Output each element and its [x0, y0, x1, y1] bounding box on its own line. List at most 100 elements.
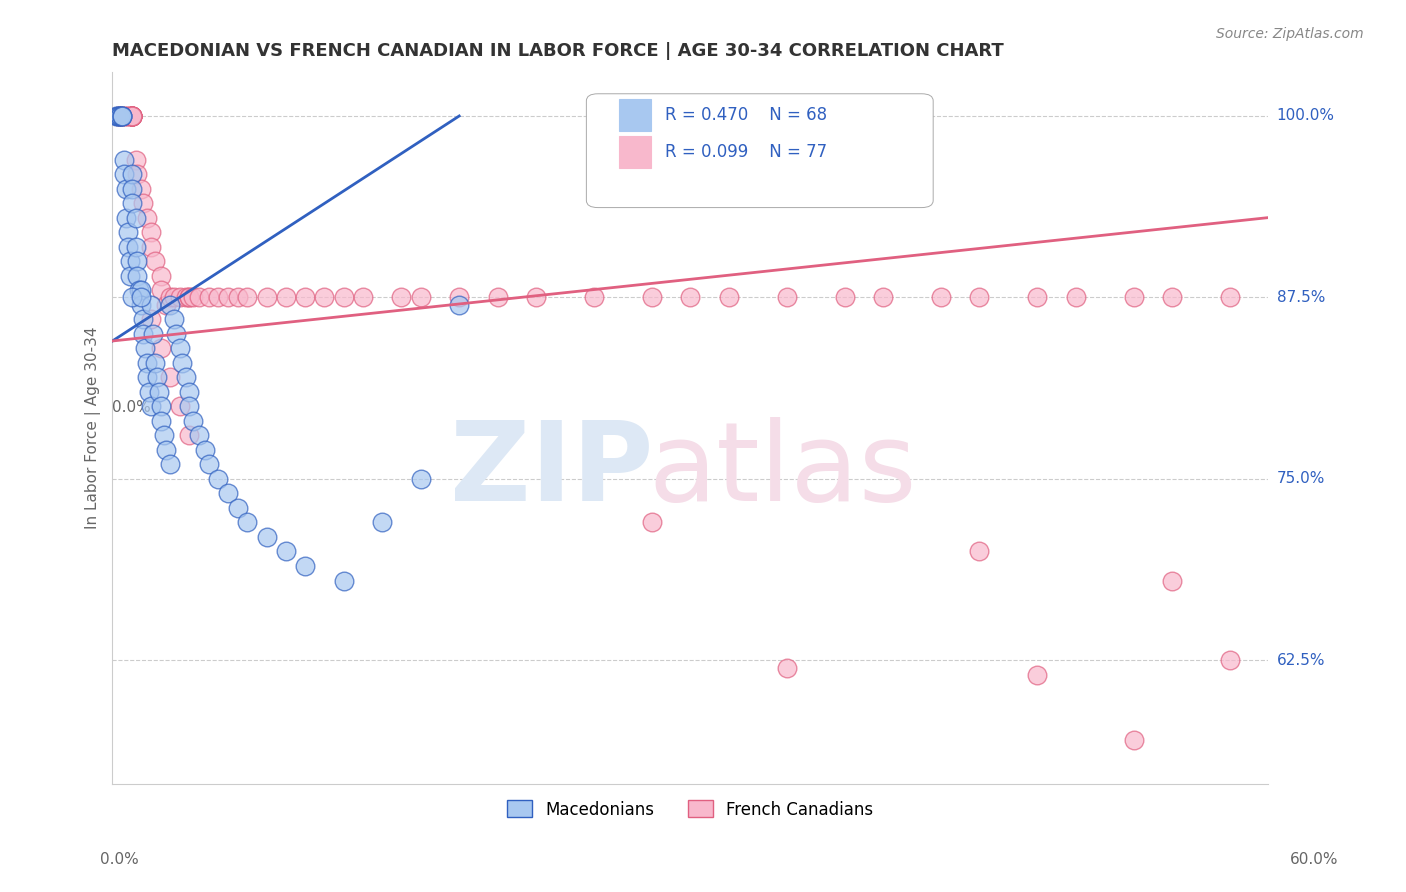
Point: [169, 290, 191, 304]
Point: [1219, 653, 1241, 667]
Point: [449, 290, 471, 304]
Point: [136, 211, 159, 225]
Point: [136, 370, 159, 384]
Point: [131, 290, 153, 304]
Point: [226, 500, 249, 515]
Point: [236, 516, 259, 530]
Point: [256, 530, 278, 544]
Point: [121, 109, 143, 123]
Point: [641, 290, 664, 304]
Point: [1122, 733, 1144, 747]
Point: [294, 559, 316, 574]
Point: [118, 268, 141, 283]
Point: [112, 109, 135, 123]
Point: [121, 109, 143, 123]
Point: [121, 109, 143, 123]
Point: [486, 290, 509, 304]
Text: R = 0.099    N = 77: R = 0.099 N = 77: [665, 144, 827, 161]
Point: [236, 290, 259, 304]
Point: [776, 290, 799, 304]
Point: [127, 254, 149, 268]
Point: [872, 290, 894, 304]
Text: MACEDONIAN VS FRENCH CANADIAN IN LABOR FORCE | AGE 30-34 CORRELATION CHART: MACEDONIAN VS FRENCH CANADIAN IN LABOR F…: [112, 42, 1004, 60]
Point: [136, 356, 159, 370]
Point: [159, 290, 181, 304]
Point: [139, 298, 162, 312]
Point: [449, 298, 471, 312]
Point: [115, 181, 138, 195]
Text: ZIP: ZIP: [450, 417, 654, 524]
Point: [170, 356, 193, 370]
Point: [132, 196, 155, 211]
Point: [138, 384, 160, 399]
Text: 100.0%: 100.0%: [1277, 109, 1334, 123]
Point: [217, 486, 239, 500]
Point: [163, 290, 186, 304]
Point: [111, 109, 134, 123]
Point: [118, 254, 141, 268]
Bar: [619, 99, 651, 131]
Text: 0.0%: 0.0%: [112, 400, 152, 415]
Point: [121, 109, 143, 123]
Point: [117, 225, 139, 239]
Point: [132, 312, 155, 326]
Point: [111, 109, 134, 123]
Point: [159, 370, 181, 384]
Point: [371, 516, 394, 530]
Point: [179, 428, 201, 442]
Point: [121, 109, 143, 123]
Legend: Macedonians, French Canadians: Macedonians, French Canadians: [501, 794, 880, 825]
Text: atlas: atlas: [648, 417, 917, 524]
Point: [226, 290, 249, 304]
Point: [969, 290, 991, 304]
Point: [121, 109, 143, 123]
Point: [583, 290, 606, 304]
Point: [163, 312, 186, 326]
Point: [111, 109, 134, 123]
Point: [524, 290, 547, 304]
Point: [834, 290, 856, 304]
Point: [179, 399, 201, 413]
Point: [332, 574, 354, 588]
Y-axis label: In Labor Force | Age 30-34: In Labor Force | Age 30-34: [86, 326, 101, 529]
Point: [294, 290, 316, 304]
Point: [139, 399, 162, 413]
Point: [174, 370, 197, 384]
Point: [111, 109, 134, 123]
Point: [118, 109, 141, 123]
Point: [142, 326, 165, 341]
Point: [256, 290, 278, 304]
Point: [641, 516, 664, 530]
Point: [108, 109, 131, 123]
Point: [1064, 290, 1087, 304]
Point: [131, 298, 153, 312]
Point: [143, 356, 166, 370]
Point: [149, 268, 172, 283]
FancyBboxPatch shape: [586, 94, 934, 208]
Text: 75.0%: 75.0%: [1277, 471, 1324, 486]
Point: [169, 341, 191, 355]
Point: [352, 290, 374, 304]
Point: [131, 283, 153, 297]
Text: Source: ZipAtlas.com: Source: ZipAtlas.com: [1216, 27, 1364, 41]
Point: [121, 109, 143, 123]
Point: [131, 181, 153, 195]
Point: [127, 268, 149, 283]
Point: [174, 290, 197, 304]
Point: [107, 109, 129, 123]
Point: [409, 472, 432, 486]
Text: 62.5%: 62.5%: [1277, 653, 1326, 668]
Point: [159, 298, 181, 312]
Point: [274, 544, 297, 558]
Point: [1161, 290, 1184, 304]
Point: [679, 290, 702, 304]
Point: [149, 414, 172, 428]
Point: [194, 442, 217, 457]
Point: [143, 254, 166, 268]
Point: [148, 384, 170, 399]
Point: [145, 370, 167, 384]
Point: [128, 283, 150, 297]
Point: [159, 458, 181, 472]
Point: [121, 196, 143, 211]
Point: [929, 290, 952, 304]
